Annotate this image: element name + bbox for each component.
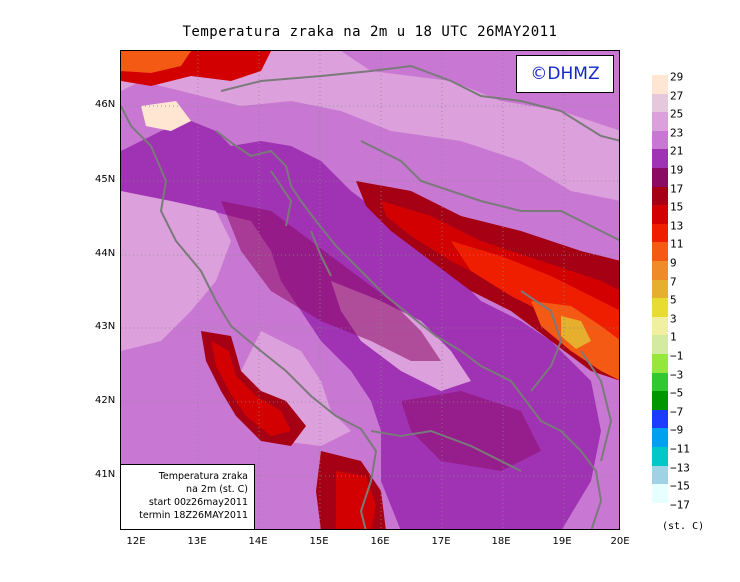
sea-adriatic [221,201,441,361]
legend-swatch [652,112,668,131]
legend-label: 11 [670,237,684,251]
legend-swatch [652,298,668,317]
lon-label: 14E [248,536,268,547]
hot-spot-alps [141,101,191,131]
legend-swatch [652,316,668,336]
legend-swatch [652,372,668,392]
legend-swatch [652,186,668,206]
land-region [121,51,619,529]
legend-swatch [652,149,668,168]
legend-unit: (st. C) [662,521,705,532]
legend-label: 5 [670,293,677,307]
lat-label: 43N [95,321,116,332]
info-line-2: na 2m (st. C) [186,484,248,495]
legend-label: 3 [670,312,677,326]
info-box: Temperatura zraka na 2m (st. C) start 00… [120,464,255,530]
map-title: Temperatura zraka na 2m u 18 UTC 26MAY20… [182,24,558,40]
legend-label: −13 [670,461,690,475]
legend-label: 1 [670,330,677,344]
hotter-south [336,471,376,529]
legend-label: 29 [670,70,684,84]
legend-label: −17 [670,498,690,512]
lat-label: 45N [95,174,116,185]
info-line-3: start 00z26may2011 [148,497,248,508]
warm-north [121,51,619,201]
sea-south [401,391,541,471]
lon-label: 19E [552,536,572,547]
legend-swatch [652,93,668,113]
legend-label: −9 [670,423,684,437]
info-line-1: Temperatura zraka [158,471,248,482]
legend-label: −7 [670,405,684,419]
legend-label: 25 [670,107,684,121]
lon-label: 13E [187,536,207,547]
lon-label: 17E [431,536,451,547]
legend-label: −15 [670,479,690,493]
legend-swatch [652,484,668,503]
lon-label: 18E [491,536,511,547]
lat-label: 42N [95,395,116,406]
legend-label: 9 [670,256,677,270]
legend-swatch [652,223,668,243]
dhmz-logo: ©DHMZ [516,55,614,93]
legend-label: 27 [670,89,684,103]
legend-swatch [652,447,668,466]
map-canvas [121,51,619,529]
lat-label: 44N [95,248,116,259]
legend-label: 7 [670,275,677,289]
temperature-map [120,50,620,530]
legend-swatch [652,354,668,373]
legend-swatch [652,130,668,150]
info-line-4: termin 18Z26MAY2011 [139,510,248,521]
lon-label: 15E [309,536,329,547]
legend-swatch [652,465,668,485]
legend-swatch [652,261,668,280]
legend-swatch [652,75,668,94]
legend-swatch [652,391,668,410]
lat-label: 46N [95,99,116,110]
legend-swatch [652,279,668,299]
legend-swatch [652,242,668,261]
warm-italy-north [121,191,231,351]
orange-alps [121,51,191,73]
legend-label: −1 [670,349,684,363]
legend-label: −5 [670,386,684,400]
legend-swatch [652,168,668,187]
legend-label: 13 [670,219,684,233]
lon-label: 16E [370,536,390,547]
lat-label: 41N [95,469,116,480]
legend-label: −3 [670,368,684,382]
legend-label: 15 [670,200,684,214]
legend-swatch [652,205,668,224]
lon-label: 20E [610,536,630,547]
legend-label: 21 [670,144,684,158]
coastlines [121,64,619,529]
legend-label: −11 [670,442,690,456]
legend-swatch [652,428,668,447]
legend-label: 19 [670,163,684,177]
hotter-italy [211,341,291,436]
legend-label: 23 [670,126,684,140]
legend-swatch [652,335,668,354]
lon-label: 12E [126,536,146,547]
legend-swatch [652,409,668,429]
yellow-spot [561,316,591,349]
legend-label: 17 [670,182,684,196]
